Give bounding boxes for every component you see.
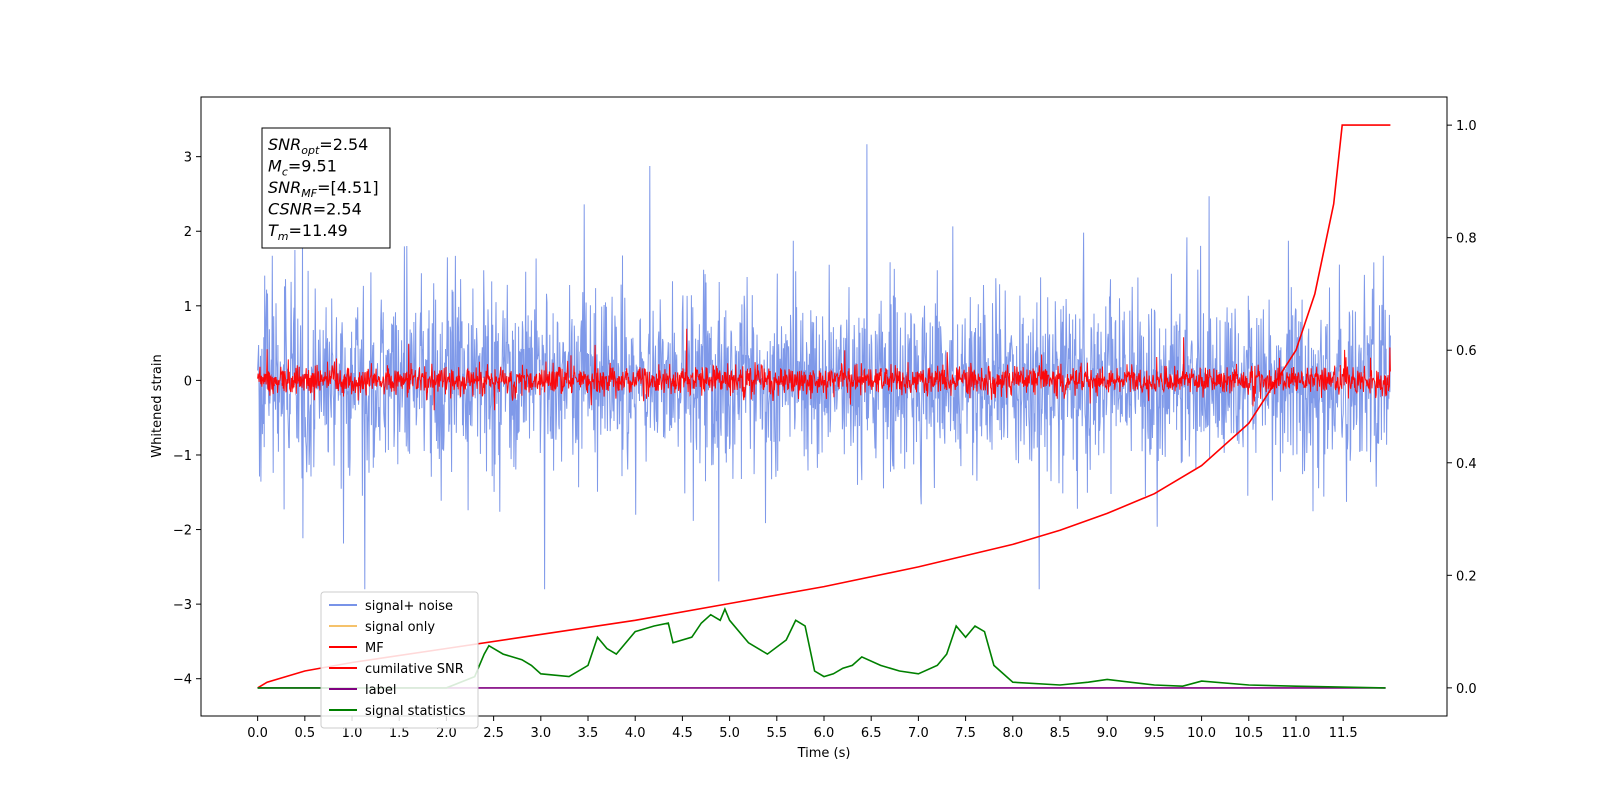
stat-line: SNRopt=2.54 [268, 135, 368, 157]
x-tick-label: 6.0 [814, 726, 835, 741]
x-tick-label: 4.0 [625, 726, 646, 741]
x-tick-label: 9.0 [1097, 726, 1118, 741]
stats-box-frame [261, 127, 391, 249]
y-tick-label: −2 [173, 524, 192, 539]
y-axis-label: Whitened strain [150, 354, 165, 457]
y2-tick-label: 0.2 [1456, 569, 1477, 584]
legend-label: signal only [365, 620, 435, 635]
series-signal-statistics [257, 607, 1386, 689]
x-tick-label: 1.0 [342, 726, 363, 741]
legend: signal+ noise signal only MF cumilative SNR… [320, 591, 479, 729]
y-tick-label: −3 [173, 598, 192, 613]
y-tick-label: 0 [184, 374, 192, 389]
legend-label: signal statistics [365, 704, 466, 719]
y-tick-label: −4 [173, 673, 192, 688]
legend-label: cumilative SNR [365, 662, 464, 677]
x-tick-label: 5.0 [719, 726, 740, 741]
legend-label: label [365, 683, 396, 698]
y-tick-label: −1 [173, 449, 192, 464]
x-tick-label: 8.5 [1050, 726, 1071, 741]
x-tick-label: 5.5 [766, 726, 787, 741]
y2-tick-label: 0.0 [1456, 682, 1477, 697]
x-tick-label: 9.5 [1144, 726, 1165, 741]
series-mf [257, 328, 1391, 411]
x-tick-label: 8.0 [1002, 726, 1023, 741]
x-tick-label: 11.0 [1281, 726, 1310, 741]
y-tick-label: 3 [184, 151, 192, 166]
stat-line: CSNR=2.54 [268, 200, 362, 219]
x-tick-label: 3.0 [530, 726, 551, 741]
x-tick-label: 4.5 [672, 726, 693, 741]
y-tick-label: 1 [184, 300, 192, 315]
y2-tick-label: 1.0 [1456, 119, 1477, 134]
x-tick-label: 1.5 [389, 726, 410, 741]
x-tick-label: 3.5 [578, 726, 599, 741]
x-tick-label: 10.0 [1187, 726, 1216, 741]
y2-tick-label: 0.8 [1456, 232, 1477, 247]
y2-tick-label: 0.4 [1456, 457, 1477, 472]
stat-line: Tm=11.49 [268, 221, 348, 243]
x-tick-label: 7.0 [908, 726, 929, 741]
legend-label: signal+ noise [365, 599, 453, 614]
y2-tick-label: 0.6 [1456, 344, 1477, 359]
x-tick-label: 0.0 [247, 726, 268, 741]
x-tick-label: 2.5 [483, 726, 504, 741]
legend-label: MF [365, 641, 384, 656]
x-tick-label: 2.0 [436, 726, 457, 741]
x-tick-label: 7.5 [955, 726, 976, 741]
x-axis-label: Time (s) [797, 746, 851, 761]
stat-line: SNRMF=[4.51] [268, 178, 379, 200]
x-tick-label: 0.5 [294, 726, 315, 741]
x-tick-label: 10.5 [1234, 726, 1263, 741]
x-tick-label: 11.5 [1329, 726, 1358, 741]
stat-line: Mc=9.51 [268, 157, 337, 179]
legend-frame [320, 591, 479, 729]
y-tick-label: 2 [184, 225, 192, 240]
x-tick-label: 6.5 [861, 726, 882, 741]
